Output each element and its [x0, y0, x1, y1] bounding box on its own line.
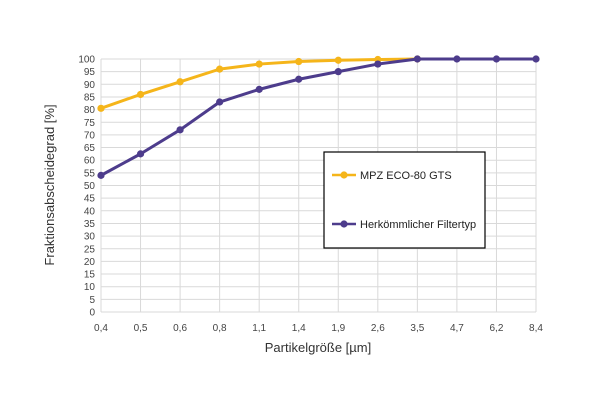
y-tick-label: 55 — [84, 168, 96, 179]
x-axis-title: Partikelgröße [µm] — [265, 340, 371, 355]
data-point-series-0 — [334, 56, 342, 64]
y-tick-label: 75 — [84, 118, 96, 129]
x-tick-label: 6,2 — [490, 323, 504, 334]
x-tick-label: 0,4 — [94, 323, 108, 334]
data-point-series-0 — [136, 90, 145, 99]
grid-layer — [100, 58, 537, 313]
legend-marker-conventional — [340, 220, 348, 228]
y-tick-label: 5 — [89, 295, 95, 306]
x-tick-labels: 0,4 0,5 0,6 0,8 1,1 1,4 1,9 2,6 3,5 4,7 6,2 8,4 — [94, 323, 543, 334]
y-tick-label: 35 — [84, 219, 96, 230]
series-layer — [97, 55, 540, 179]
y-tick-label: 60 — [84, 156, 96, 167]
data-point-series-1 — [216, 98, 224, 106]
y-tick-label: 100 — [78, 55, 95, 66]
y-tick-label: 85 — [84, 92, 96, 103]
x-tick-label: 8,4 — [529, 323, 543, 334]
legend-label-mpz: MPZ ECO-80 GTS — [360, 170, 452, 182]
data-point-series-1 — [453, 55, 461, 63]
x-tick-label: 1,1 — [252, 323, 266, 334]
legend: MPZ ECO-80 GTS Herkömmlicher Filtertyp — [323, 151, 486, 249]
data-point-series-1 — [176, 126, 184, 134]
data-point-series-1 — [136, 150, 145, 158]
y-tick-label: 25 — [84, 244, 96, 255]
y-tick-label: 45 — [84, 194, 96, 205]
series-line-1 — [100, 57, 536, 177]
x-tick-label: 3,5 — [410, 323, 424, 334]
y-tick-label: 80 — [84, 105, 96, 116]
y-tick-label: 30 — [84, 232, 96, 243]
legend-label-conventional: Herkömmlicher Filtertyp — [360, 219, 476, 231]
data-point-series-1 — [374, 60, 382, 68]
data-point-series-1 — [492, 55, 501, 63]
x-tick-label: 4,7 — [450, 323, 464, 334]
y-tick-label: 50 — [84, 181, 96, 192]
y-tick-label: 15 — [84, 270, 96, 281]
data-point-series-0 — [176, 78, 184, 86]
y-tick-label: 20 — [84, 257, 96, 268]
y-axis-title: Fraktionsabscheidegrad [%] — [42, 104, 57, 265]
x-tick-label: 1,4 — [292, 323, 306, 334]
y-tick-label: 90 — [84, 80, 96, 91]
x-tick-label: 1,9 — [331, 323, 345, 334]
data-point-series-1 — [97, 171, 105, 179]
x-tick-label: 0,5 — [134, 323, 148, 334]
data-point-series-1 — [413, 55, 421, 63]
data-point-series-0 — [255, 60, 263, 68]
x-tick-label: 0,6 — [173, 323, 187, 334]
data-point-series-0 — [97, 104, 105, 112]
legend-box — [323, 151, 486, 249]
legend-marker-mpz — [340, 171, 348, 179]
x-tick-label: 2,6 — [371, 323, 385, 334]
y-tick-label: 40 — [84, 206, 96, 217]
data-point-series-1 — [295, 75, 303, 83]
x-tick-label: 0,8 — [213, 323, 227, 334]
data-point-series-1 — [334, 68, 342, 76]
data-point-series-0 — [216, 65, 224, 73]
y-tick-label: 10 — [84, 282, 96, 293]
y-tick-label: 65 — [84, 143, 96, 154]
y-tick-label: 70 — [84, 130, 96, 141]
data-point-series-1 — [532, 55, 540, 63]
data-point-series-1 — [255, 85, 263, 93]
data-point-series-0 — [295, 57, 303, 66]
y-tick-label: 95 — [84, 67, 96, 78]
y-tick-label: 0 — [89, 308, 95, 319]
